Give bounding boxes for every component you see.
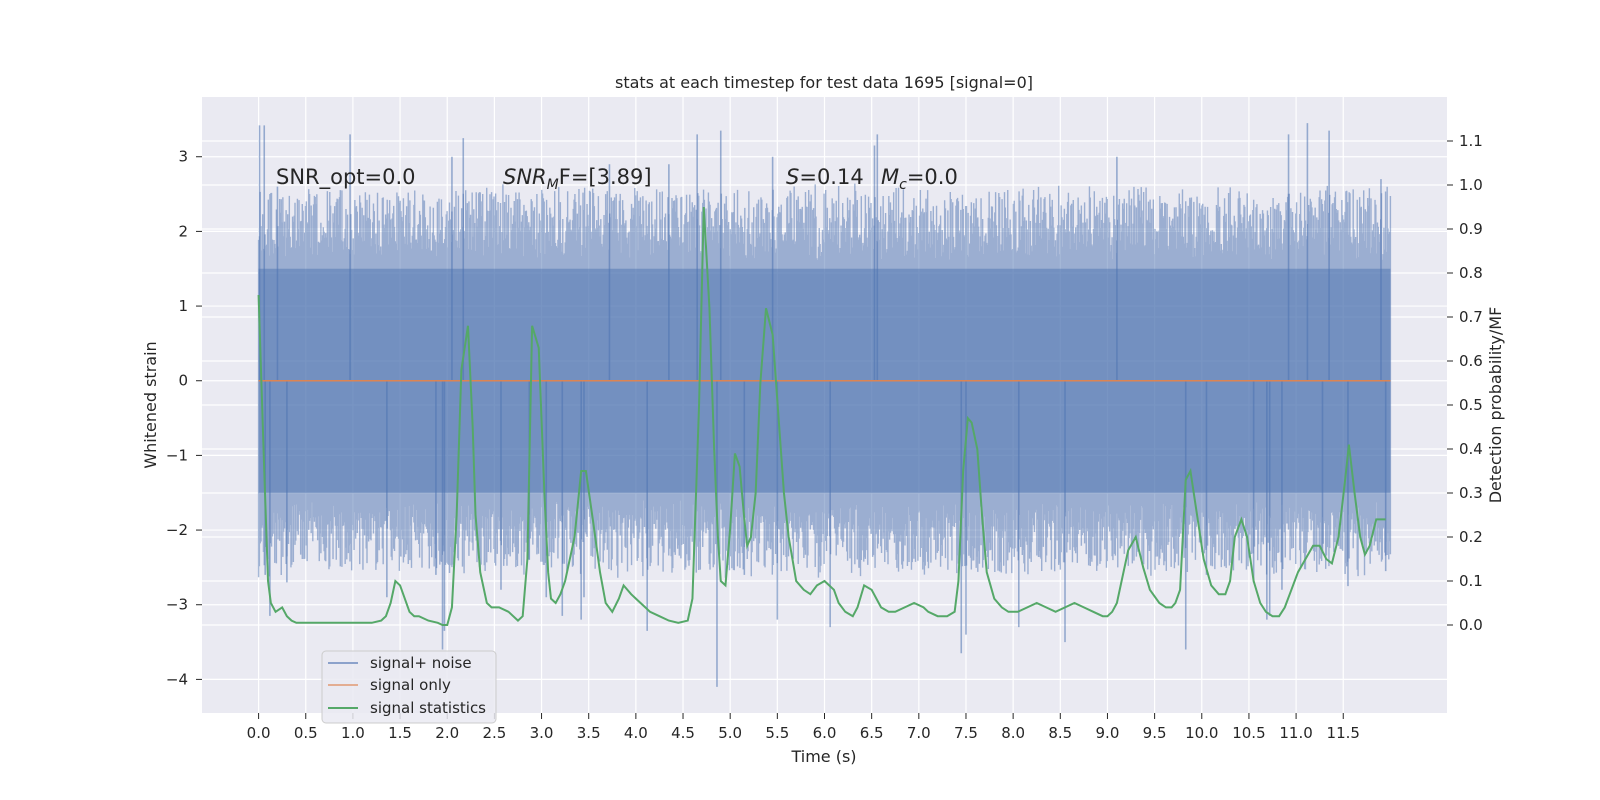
- y-axis-right-label: Detection probability/MF: [1486, 307, 1505, 504]
- y-right-tick-label: 0.8: [1459, 264, 1483, 282]
- mc-sub: c: [899, 177, 907, 193]
- y-right-tick-label: 0.7: [1459, 308, 1483, 326]
- x-tick-label: 9.0: [1096, 724, 1120, 742]
- x-tick-label: 4.0: [624, 724, 648, 742]
- x-tick-label: 10.0: [1185, 724, 1218, 742]
- x-tick-label: 7.5: [954, 724, 978, 742]
- annotation-mc: Mc=0.0: [881, 165, 958, 193]
- x-tick-label: 7.0: [907, 724, 931, 742]
- mc-prefix: M: [881, 165, 899, 189]
- x-tick-label: 8.5: [1048, 724, 1072, 742]
- x-tick-label: 1.5: [388, 724, 412, 742]
- x-tick-label: 1.0: [341, 724, 365, 742]
- x-tick-label: 0.5: [294, 724, 318, 742]
- y-right-tick-label: 0.2: [1459, 528, 1483, 546]
- legend-box: [321, 650, 497, 724]
- y-axis-left-ticks: −4 −3 −2 −1 0 1 2 3: [166, 148, 202, 688]
- annotation-snr-opt-text: SNR_opt=0.0: [276, 165, 416, 190]
- y-left-tick-label: −4: [166, 670, 188, 688]
- y-right-tick-label: 0.6: [1459, 352, 1483, 370]
- x-tick-label: 11.0: [1279, 724, 1312, 742]
- x-tick-label: 6.0: [813, 724, 837, 742]
- s-prefix: S: [786, 165, 799, 189]
- y-right-tick-label: 0.5: [1459, 396, 1483, 414]
- x-tick-label: 11.5: [1327, 724, 1360, 742]
- y-left-tick-label: 3: [178, 148, 188, 166]
- y-left-tick-label: 1: [178, 297, 188, 315]
- x-tick-label: 8.0: [1001, 724, 1025, 742]
- annotation-snr-mf: SNRMF=[3.89]: [503, 165, 652, 193]
- y-left-tick-label: 2: [178, 222, 188, 240]
- s-value: =0.14: [799, 165, 863, 189]
- snr-mf-suffix: F=[3.89]: [559, 165, 652, 189]
- legend-label-signal-only: signal only: [370, 676, 451, 694]
- series-signal-statistics: [257, 206, 1386, 626]
- x-tick-label: 10.5: [1232, 724, 1265, 742]
- y-right-tick-label: 0.0: [1459, 616, 1483, 634]
- x-tick-label: 9.5: [1143, 724, 1167, 742]
- y-left-tick-label: −3: [166, 596, 188, 614]
- y-right-tick-label: 0.4: [1459, 440, 1483, 458]
- snr-mf-sub: M: [547, 177, 559, 193]
- y-right-tick-label: 0.3: [1459, 484, 1483, 502]
- y-left-tick-label: 0: [178, 372, 188, 390]
- legend-label-signal-noise: signal+ noise: [370, 654, 472, 672]
- annotation-s: S=0.14: [786, 165, 864, 189]
- y-left-tick-label: −2: [166, 521, 188, 539]
- legend-label-signal-statistics: signal statistics: [370, 699, 486, 717]
- y-right-tick-label: 0.9: [1459, 220, 1483, 238]
- y-right-tick-label: 0.1: [1459, 572, 1483, 590]
- x-tick-label: 2.5: [482, 724, 506, 742]
- y-right-tick-label: 1.0: [1459, 176, 1483, 194]
- x-axis-label: Time (s): [790, 747, 856, 766]
- y-axis-left-label: Whitened strain: [141, 341, 160, 468]
- x-tick-label: 4.5: [671, 724, 695, 742]
- x-tick-label: 5.5: [765, 724, 789, 742]
- y-left-tick-label: −1: [166, 446, 188, 464]
- mc-value: =0.0: [907, 165, 958, 189]
- x-axis-ticks: 0.0 0.5 1.0 1.5 2.0 2.5 3.0 3.5 4.0 4.5 5.0 5.5 6.0 6…: [247, 713, 1360, 742]
- x-tick-label: 6.5: [860, 724, 884, 742]
- legend: signal+ noise signal only signal statist…: [321, 650, 497, 724]
- x-tick-label: 0.0: [247, 724, 271, 742]
- annotation-snr-opt: SNR_opt=0.0: [276, 165, 416, 190]
- x-tick-label: 3.5: [577, 724, 601, 742]
- y-right-tick-label: 1.1: [1459, 132, 1483, 150]
- x-tick-label: 5.0: [718, 724, 742, 742]
- x-tick-label: 3.0: [530, 724, 554, 742]
- chart-title: stats at each timestep for test data 169…: [615, 73, 1033, 92]
- x-tick-label: 2.0: [435, 724, 459, 742]
- y-axis-right-ticks: 0.0 0.1 0.2 0.3 0.4 0.5 0.6 0.7 0.8 0.9 1.0 1.1: [1447, 132, 1483, 634]
- snr-mf-prefix: SNR: [503, 165, 547, 189]
